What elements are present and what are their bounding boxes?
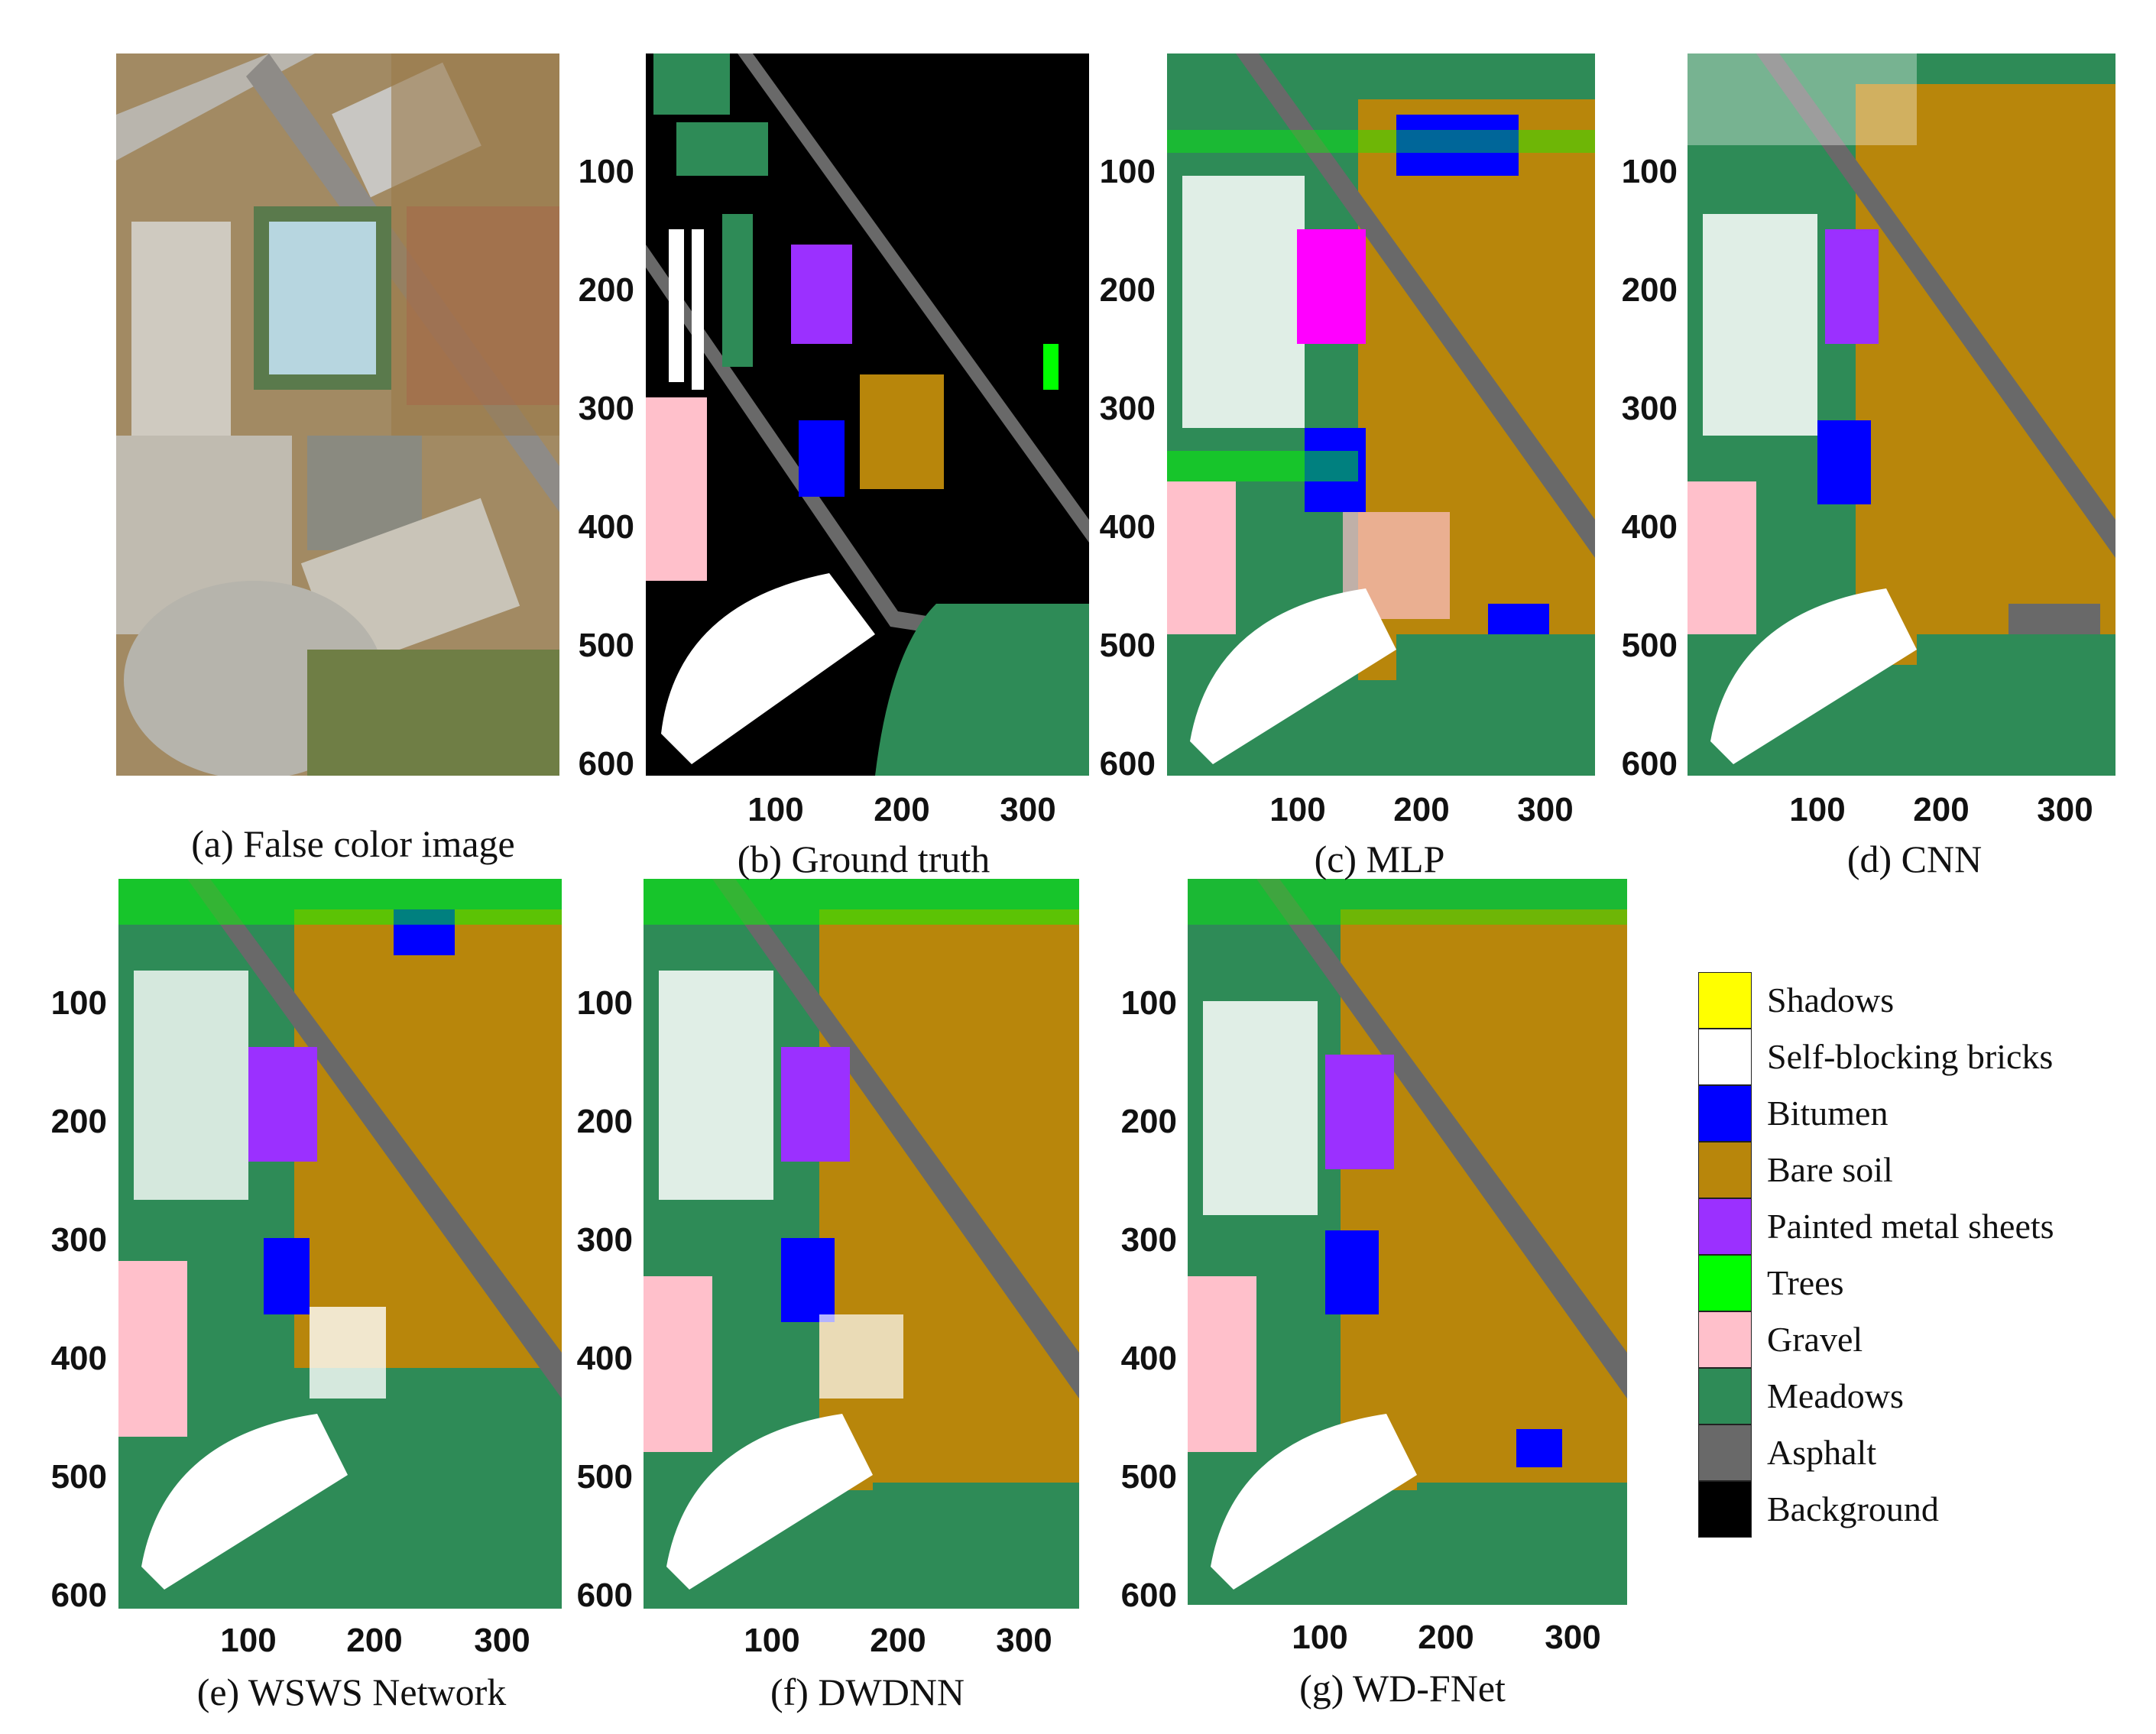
y-tick: 400 [578,508,634,546]
caption-f: (f) DWDNN [770,1671,965,1713]
y-tick: 500 [1621,627,1678,664]
x-tick: 200 [1393,791,1450,828]
cnn-classification-map [1688,53,2115,776]
legend-swatch [1698,1029,1752,1085]
x-tick: 100 [1789,791,1846,828]
x-tick: 300 [1517,791,1574,828]
x-tick: 200 [874,791,930,828]
legend-item: Bare soil [1698,1142,2126,1198]
legend-item: Background [1698,1481,2126,1538]
legend-swatch [1698,1198,1752,1255]
y-tick: 200 [1120,1103,1177,1140]
y-tick: 600 [576,1577,633,1614]
y-tick: 200 [50,1103,107,1140]
legend-label: Shadows [1767,980,1895,1019]
y-tick: 300 [1099,390,1156,427]
legend-item: Meadows [1698,1368,2126,1424]
x-tick: 200 [1913,791,1970,828]
legend-swatch [1698,1142,1752,1198]
legend-item: Bitumen [1698,1085,2126,1142]
x-tick: 100 [744,1622,800,1659]
legend-item: Painted metal sheets [1698,1198,2126,1255]
false-color-image [116,53,559,776]
x-tick: 200 [870,1622,926,1659]
legend-label: Painted metal sheets [1767,1207,2054,1246]
dwdnn-classification-map [644,879,1079,1609]
caption-b: (b) Ground truth [737,838,990,880]
y-tick: 100 [50,984,107,1022]
x-tick: 100 [747,791,804,828]
wsws-network-classification-map [118,879,562,1609]
y-tick: 500 [576,1458,633,1496]
wd-fnet-classification-map [1188,879,1627,1605]
y-tick: 400 [576,1340,633,1377]
y-tick: 600 [1099,745,1156,783]
y-tick: 600 [1621,745,1678,783]
y-tick: 400 [1099,508,1156,546]
y-tick: 200 [576,1103,633,1140]
y-tick: 300 [1120,1221,1177,1259]
caption-g: (g) WD-FNet [1299,1667,1506,1710]
caption-e: (e) WSWS Network [196,1671,507,1713]
x-tick: 200 [1418,1619,1474,1656]
y-tick: 200 [578,271,634,309]
legend-label: Self-blocking bricks [1767,1037,2054,1076]
y-tick: 600 [578,745,634,783]
y-tick: 200 [1099,271,1156,309]
legend-label: Bare soil [1767,1150,1893,1189]
legend-item: Trees [1698,1255,2126,1311]
y-tick: 500 [1099,627,1156,664]
legend-swatch [1698,1424,1752,1481]
y-tick: 400 [50,1340,107,1377]
x-tick: 100 [1269,791,1326,828]
y-tick: 600 [50,1577,107,1614]
legend-item: Self-blocking bricks [1698,1029,2126,1085]
x-tick: 100 [220,1622,277,1659]
x-tick: 300 [1545,1619,1601,1656]
legend-swatch [1698,972,1752,1029]
x-tick: 300 [2037,791,2093,828]
x-tick: 300 [1000,791,1056,828]
y-tick: 100 [578,153,634,190]
legend-label: Gravel [1767,1320,1863,1359]
legend-swatch [1698,1368,1752,1424]
legend-label: Meadows [1767,1376,1904,1415]
y-tick: 400 [1120,1340,1177,1377]
legend-item: Asphalt [1698,1424,2126,1481]
y-tick: 300 [576,1221,633,1259]
y-tick: 100 [576,984,633,1022]
legend-label: Background [1767,1489,1939,1528]
legend-swatch [1698,1311,1752,1368]
y-tick: 400 [1621,508,1678,546]
legend-label: Bitumen [1767,1094,1889,1133]
y-tick: 300 [578,390,634,427]
legend-item: Gravel [1698,1311,2126,1368]
caption-c: (c) MLP [1314,838,1445,880]
legend-label: Trees [1767,1263,1844,1302]
y-tick: 600 [1120,1577,1177,1614]
y-tick: 500 [578,627,634,664]
y-tick: 100 [1099,153,1156,190]
legend-swatch [1698,1481,1752,1538]
legend-swatch [1698,1085,1752,1142]
y-tick: 300 [50,1221,107,1259]
y-tick: 500 [50,1458,107,1496]
ground-truth-map [646,53,1089,776]
legend-swatch [1698,1255,1752,1311]
caption-d: (d) CNN [1846,838,1983,880]
legend-label: Asphalt [1767,1433,1877,1472]
y-tick: 100 [1120,984,1177,1022]
mlp-classification-map [1167,53,1595,776]
y-tick: 300 [1621,390,1678,427]
x-tick: 100 [1292,1619,1348,1656]
caption-a: (a) False color image [191,822,515,865]
legend-item: Shadows [1698,972,2126,1029]
y-tick: 500 [1120,1458,1177,1496]
y-tick: 100 [1621,153,1678,190]
y-tick: 200 [1621,271,1678,309]
class-legend: Shadows Self-blocking bricks Bitumen Bar… [1698,972,2126,1538]
x-tick: 200 [346,1622,403,1659]
x-tick: 300 [996,1622,1052,1659]
x-tick: 300 [474,1622,530,1659]
